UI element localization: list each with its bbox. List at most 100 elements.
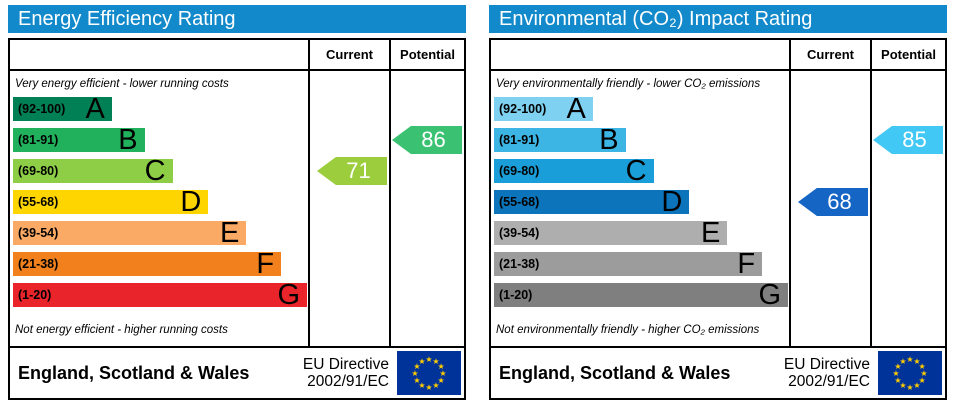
svg-text:★: ★ bbox=[425, 383, 432, 392]
rating-band-a: (92-100) A bbox=[13, 93, 112, 125]
eu-directive-line2: 2002/91/EC bbox=[307, 373, 389, 390]
potential-rating-value: 85 bbox=[902, 127, 927, 152]
band-letter: C bbox=[625, 155, 647, 187]
potential-column: 86 bbox=[389, 71, 464, 346]
band-range-label: (92-100) bbox=[18, 102, 66, 116]
region-label: England, Scotland & Wales bbox=[499, 362, 731, 383]
table-body: Very environmentally friendly - lower CO… bbox=[491, 71, 945, 346]
band-range-label: (69-80) bbox=[499, 164, 540, 178]
rating-band-b: (81-91) B bbox=[13, 124, 145, 156]
rating-band-e: (39-54) E bbox=[494, 217, 728, 249]
current-rating-arrow: 71 bbox=[317, 157, 387, 185]
rating-band-a: (92-100) A bbox=[494, 95, 593, 124]
band-range-label: (1-20) bbox=[18, 288, 52, 302]
svg-text:★: ★ bbox=[425, 355, 432, 364]
chart-column-header bbox=[10, 40, 308, 69]
svg-text:★: ★ bbox=[894, 362, 901, 371]
column-header-current: Current bbox=[789, 40, 870, 69]
table-header-row: Current Potential bbox=[491, 40, 945, 71]
region-label: England, Scotland & Wales bbox=[18, 362, 250, 383]
rating-table: Current Potential Very energy efficient … bbox=[8, 38, 466, 348]
band-letter: A bbox=[85, 93, 105, 125]
band-range-label: (21-38) bbox=[18, 257, 59, 271]
rating-band-b: (81-91) B bbox=[494, 126, 626, 155]
column-header-potential: Potential bbox=[870, 40, 945, 69]
eu-directive-line2: 2002/91/EC bbox=[788, 373, 870, 390]
svg-text:★: ★ bbox=[919, 376, 926, 385]
band-letter: E bbox=[701, 217, 721, 249]
band-range-label: (55-68) bbox=[499, 195, 540, 209]
current-column: 68 bbox=[789, 71, 870, 346]
panel-energy-efficiency: Energy Efficiency Rating Current Potenti… bbox=[8, 5, 466, 400]
band-range-label: (69-80) bbox=[18, 164, 59, 178]
panel-title: Environmental (CO₂) Impact Rating bbox=[489, 5, 947, 33]
svg-text:★: ★ bbox=[438, 362, 445, 371]
svg-text:★: ★ bbox=[892, 369, 899, 378]
band-letter: D bbox=[661, 186, 683, 218]
potential-rating-arrow: 86 bbox=[392, 126, 462, 154]
eu-directive-line1: EU Directive bbox=[302, 355, 389, 373]
table-header-row: Current Potential bbox=[10, 40, 464, 71]
rating-band-d: (55-68) D bbox=[494, 186, 690, 218]
band-letter: B bbox=[118, 124, 138, 156]
current-column: 71 bbox=[308, 71, 389, 346]
svg-text:★: ★ bbox=[906, 383, 913, 392]
chart-column-header bbox=[491, 40, 789, 69]
svg-text:★: ★ bbox=[418, 381, 425, 390]
eu-flag-icon: ★ ★ ★ ★ ★ ★ ★ ★ ★ ★ ★ ★ bbox=[397, 351, 461, 395]
band-range-label: (21-38) bbox=[499, 257, 540, 271]
svg-text:★: ★ bbox=[438, 376, 445, 385]
band-letter: F bbox=[737, 248, 756, 280]
band-range-label: (1-20) bbox=[499, 288, 533, 302]
band-letter: E bbox=[220, 217, 240, 249]
svg-text:★: ★ bbox=[906, 355, 913, 364]
svg-text:★: ★ bbox=[432, 381, 439, 390]
band-range-label: (81-91) bbox=[499, 133, 540, 147]
svg-text:★: ★ bbox=[413, 362, 420, 371]
caption-bottom: Not environmentally friendly - higher CO… bbox=[496, 324, 760, 336]
svg-text:★: ★ bbox=[899, 381, 906, 390]
eu-directive-line1: EU Directive bbox=[783, 355, 870, 373]
svg-text:★: ★ bbox=[894, 376, 901, 385]
band-letter: G bbox=[277, 279, 301, 311]
svg-text:★: ★ bbox=[411, 369, 418, 378]
column-header-current: Current bbox=[308, 40, 389, 69]
svg-text:★: ★ bbox=[432, 357, 439, 366]
bands-column: Very energy efficient - lower running co… bbox=[10, 71, 308, 346]
caption-bottom: Not energy efficient - higher running co… bbox=[15, 324, 228, 336]
rating-table: Current Potential Very environmentally f… bbox=[489, 38, 947, 348]
svg-text:★: ★ bbox=[413, 376, 420, 385]
svg-text:★: ★ bbox=[913, 357, 920, 366]
panel-environmental-impact: Environmental (CO₂) Impact Rating Curren… bbox=[489, 5, 947, 400]
rating-band-c: (69-80) C bbox=[13, 155, 173, 187]
column-header-potential: Potential bbox=[389, 40, 464, 69]
band-range-label: (81-91) bbox=[18, 133, 59, 147]
svg-text:★: ★ bbox=[913, 381, 920, 390]
panel-title: Energy Efficiency Rating bbox=[8, 5, 466, 33]
panel-footer: England, Scotland & Wales EU Directive 2… bbox=[8, 346, 466, 400]
table-body: Very energy efficient - lower running co… bbox=[10, 71, 464, 346]
svg-text:★: ★ bbox=[439, 369, 446, 378]
eu-directive-label: EU Directive 2002/91/EC bbox=[784, 356, 870, 391]
band-letter: C bbox=[144, 155, 166, 187]
band-letter: G bbox=[758, 279, 782, 311]
rating-band-d: (55-68) D bbox=[13, 188, 209, 217]
svg-text:★: ★ bbox=[418, 357, 425, 366]
band-range-label: (39-54) bbox=[499, 226, 540, 240]
rating-band-e: (39-54) E bbox=[13, 217, 247, 249]
panel-footer: England, Scotland & Wales EU Directive 2… bbox=[489, 346, 947, 400]
svg-text:★: ★ bbox=[899, 357, 906, 366]
caption-top: Very energy efficient - lower running co… bbox=[15, 78, 229, 90]
potential-column: 85 bbox=[870, 71, 945, 346]
potential-rating-arrow: 85 bbox=[873, 126, 943, 154]
eu-directive-label: EU Directive 2002/91/EC bbox=[303, 356, 389, 391]
band-range-label: (92-100) bbox=[499, 102, 547, 116]
rating-band-f: (21-38) F bbox=[494, 248, 763, 280]
svg-text:★: ★ bbox=[919, 362, 926, 371]
rating-band-g: (1-20) G bbox=[494, 279, 789, 311]
rating-band-g: (1-20) G bbox=[13, 279, 308, 311]
svg-text:★: ★ bbox=[920, 369, 927, 378]
current-rating-arrow: 68 bbox=[798, 188, 868, 216]
current-rating-value: 71 bbox=[346, 158, 371, 183]
